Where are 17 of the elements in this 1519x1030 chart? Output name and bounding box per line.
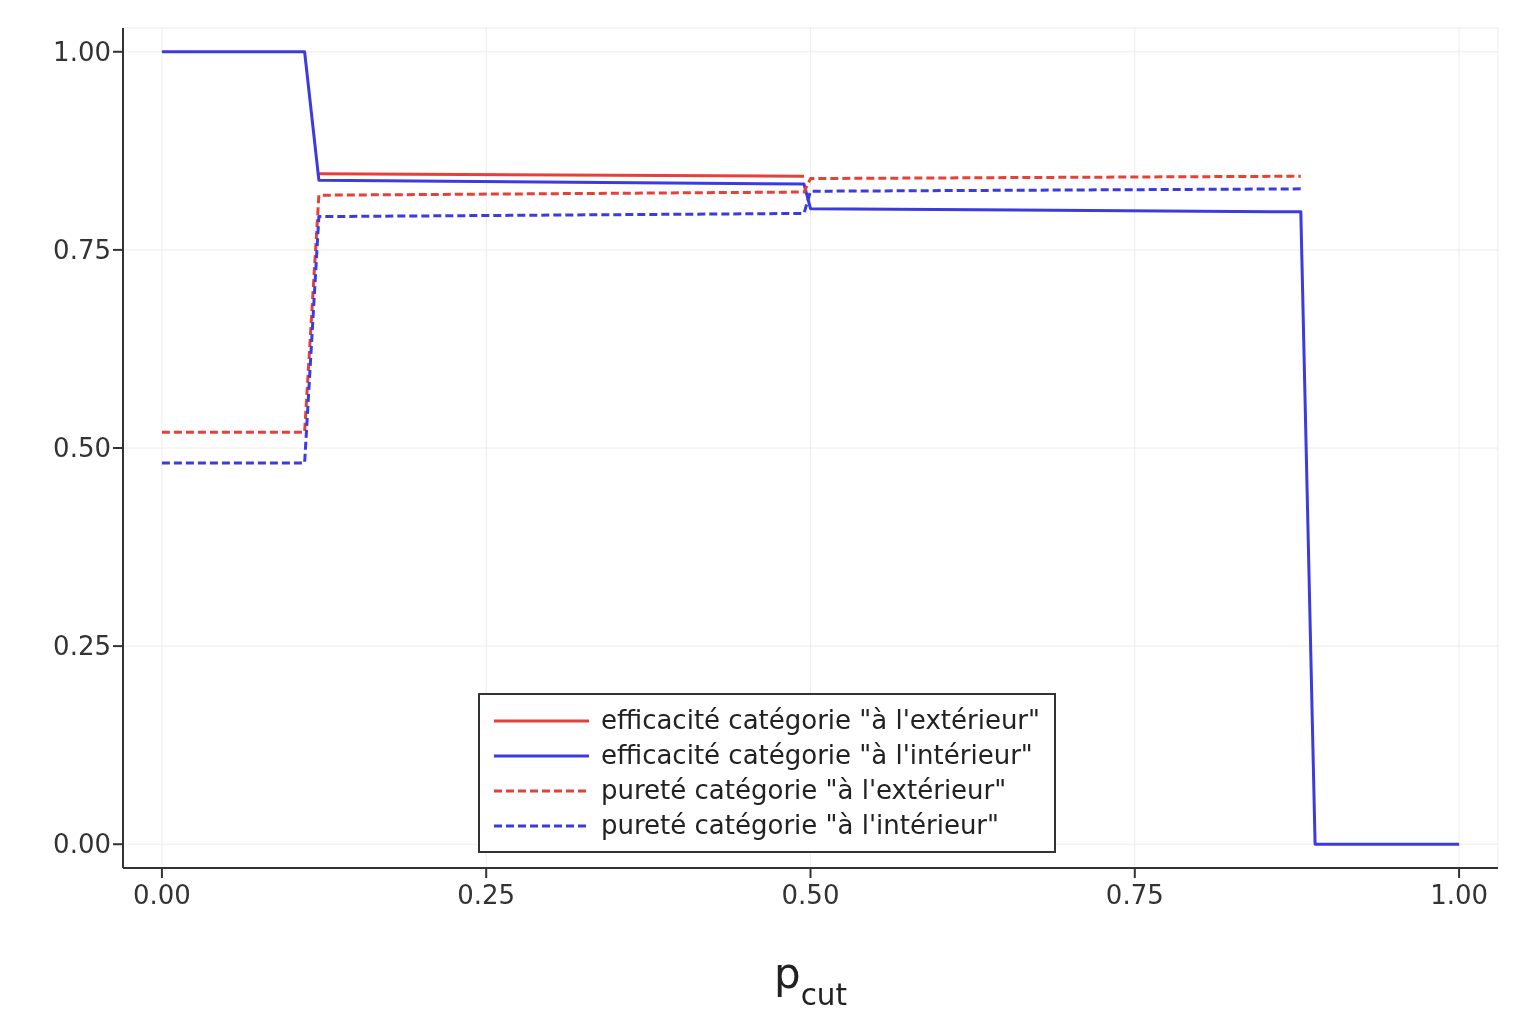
y-tick-label: 1.00	[53, 37, 111, 67]
x-tick-label: 0.25	[457, 880, 516, 911]
x-tick-label: 0.50	[781, 880, 840, 911]
legend-label: pureté catégorie "à l'intérieur"	[601, 809, 1000, 842]
y-tick-label: 0.50	[53, 433, 111, 464]
y-tick-label: 0.75	[53, 235, 111, 266]
line-series	[160, 50, 1461, 846]
legend-label: pureté catégorie "à l'extérieur"	[601, 774, 1007, 807]
x-tick-label: 0.00	[132, 880, 191, 911]
x-tick-label: 0.75	[1105, 880, 1164, 911]
y-tick-label: 0.00	[53, 829, 111, 860]
legend-label: efficacité catégorie "à l'intérieur"	[601, 739, 1033, 772]
legend-label: efficacité catégorie "à l'extérieur"	[601, 704, 1041, 737]
x-tick-label: 1.00	[1430, 880, 1489, 911]
y-tick-label: 0.25	[53, 631, 111, 662]
x-axis-title: p$_{cut}$	[774, 949, 847, 1012]
line-series	[160, 174, 1303, 434]
